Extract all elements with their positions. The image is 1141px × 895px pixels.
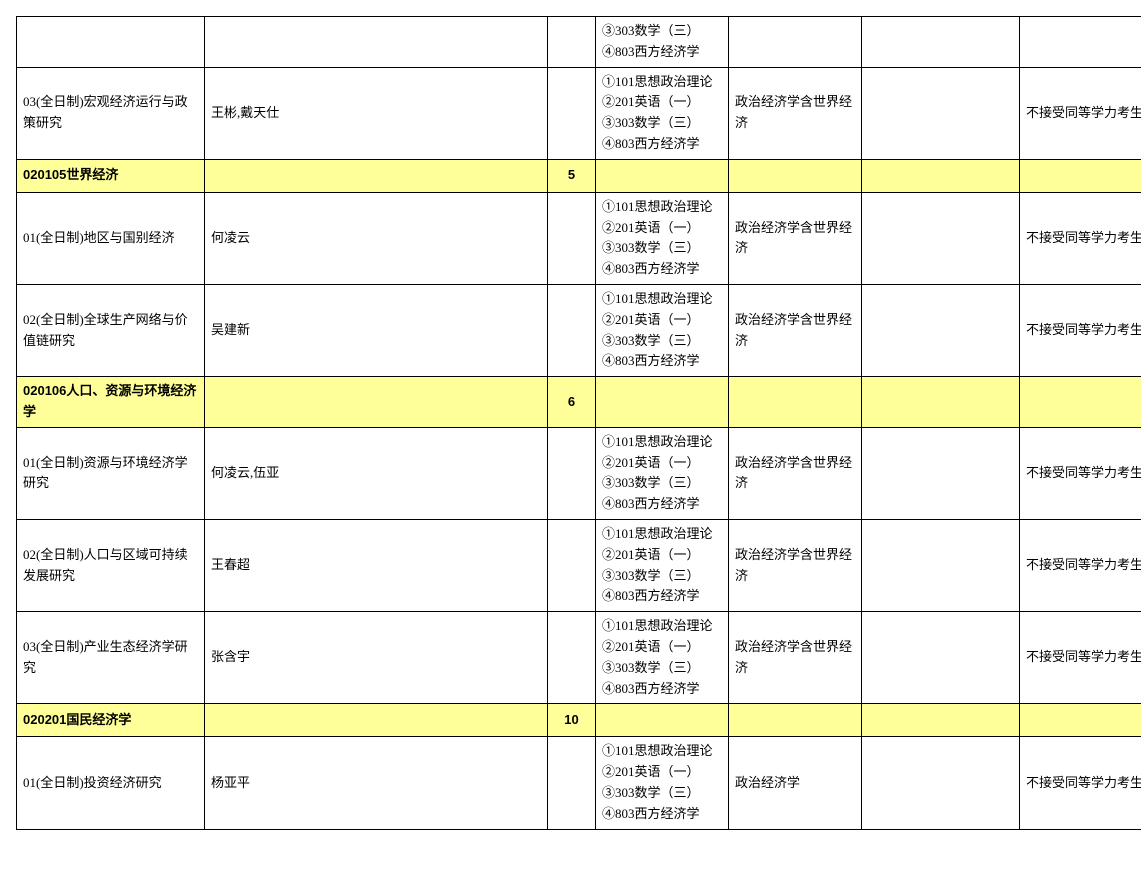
advisor-cell — [205, 159, 548, 192]
direction-cell: 02(全日制)人口与区域可持续发展研究 — [17, 519, 205, 611]
reexam-cell — [729, 159, 862, 192]
table-row: 01(全日制)地区与国别经济何凌云 ①101思想政治理论 ②201英语（一） ③3… — [17, 192, 1141, 284]
exam-subjects-cell — [596, 159, 729, 192]
exam-subjects-cell: ①101思想政治理论 ②201英语（一） ③303数学（三） ④803西方经济学 — [596, 192, 729, 284]
quota-cell — [548, 67, 596, 159]
direction-cell — [17, 17, 205, 68]
remark-cell — [1020, 704, 1141, 737]
advisor-cell: 王彬,戴天仕 — [205, 67, 548, 159]
exam-subjects-cell — [596, 704, 729, 737]
blank-cell — [862, 704, 1020, 737]
reexam-cell: 政治经济学含世界经济 — [729, 519, 862, 611]
table-row: 01(全日制)投资经济研究杨亚平 ①101思想政治理论 ②201英语（一） ③30… — [17, 737, 1141, 829]
reexam-cell: 政治经济学含世界经济 — [729, 67, 862, 159]
section-header-row: 020105世界经济 5 — [17, 159, 1141, 192]
table-row: 03(全日制)宏观经济运行与政策研究王彬,戴天仕 ①101思想政治理论 ②201英… — [17, 67, 1141, 159]
advisor-cell: 张含宇 — [205, 612, 548, 704]
quota-cell — [548, 192, 596, 284]
direction-cell: 03(全日制)宏观经济运行与政策研究 — [17, 67, 205, 159]
exam-subjects-cell: ①101思想政治理论 ②201英语（一） ③303数学（三） ④803西方经济学 — [596, 737, 729, 829]
blank-cell — [862, 284, 1020, 376]
blank-cell — [862, 427, 1020, 519]
quota-cell — [548, 427, 596, 519]
remark-cell — [1020, 377, 1141, 428]
exam-subjects-cell: ①101思想政治理论 ②201英语（一） ③303数学（三） ④803西方经济学 — [596, 427, 729, 519]
quota-cell — [548, 737, 596, 829]
direction-cell: 01(全日制)资源与环境经济学研究 — [17, 427, 205, 519]
table-row: 02(全日制)全球生产网络与价值链研究吴建新 ①101思想政治理论 ②201英语（… — [17, 284, 1141, 376]
blank-cell — [862, 519, 1020, 611]
quota-cell — [548, 612, 596, 704]
reexam-cell: 政治经济学含世界经济 — [729, 427, 862, 519]
blank-cell — [862, 159, 1020, 192]
advisor-cell — [205, 704, 548, 737]
advisor-cell: 何凌云 — [205, 192, 548, 284]
direction-cell: 020201国民经济学 — [17, 704, 205, 737]
advisor-cell: 吴建新 — [205, 284, 548, 376]
blank-cell — [862, 737, 1020, 829]
blank-cell — [862, 17, 1020, 68]
direction-cell: 01(全日制)地区与国别经济 — [17, 192, 205, 284]
remark-cell — [1020, 17, 1141, 68]
advisor-cell: 王春超 — [205, 519, 548, 611]
section-header-row: 020201国民经济学 10 — [17, 704, 1141, 737]
quota-cell — [548, 519, 596, 611]
advisor-cell — [205, 377, 548, 428]
exam-subjects-cell — [596, 377, 729, 428]
remark-cell: 不接受同等学力考生报考 — [1020, 67, 1141, 159]
advisor-cell — [205, 17, 548, 68]
remark-cell — [1020, 159, 1141, 192]
remark-cell: 不接受同等学力考生报考 — [1020, 192, 1141, 284]
advisor-cell: 何凌云,伍亚 — [205, 427, 548, 519]
remark-cell: 不接受同等学力考生报考 — [1020, 612, 1141, 704]
table-row: ③303数学（三） ④803西方经济学 — [17, 17, 1141, 68]
remark-cell: 不接受同等学力考生报考 — [1020, 519, 1141, 611]
table-row: 03(全日制)产业生态经济学研究张含宇 ①101思想政治理论 ②201英语（一） … — [17, 612, 1141, 704]
exam-subjects-cell: ③303数学（三） ④803西方经济学 — [596, 17, 729, 68]
direction-cell: 020105世界经济 — [17, 159, 205, 192]
reexam-cell — [729, 377, 862, 428]
direction-cell: 01(全日制)投资经济研究 — [17, 737, 205, 829]
quota-cell — [548, 284, 596, 376]
reexam-cell — [729, 704, 862, 737]
table-row: 01(全日制)资源与环境经济学研究何凌云,伍亚 ①101思想政治理论 ②201英语… — [17, 427, 1141, 519]
quota-cell: 10 — [548, 704, 596, 737]
exam-subjects-cell: ①101思想政治理论 ②201英语（一） ③303数学（三） ④803西方经济学 — [596, 612, 729, 704]
quota-cell: 6 — [548, 377, 596, 428]
reexam-cell: 政治经济学含世界经济 — [729, 612, 862, 704]
blank-cell — [862, 377, 1020, 428]
reexam-cell — [729, 17, 862, 68]
quota-cell — [548, 17, 596, 68]
program-table: ③303数学（三） ④803西方经济学03(全日制)宏观经济运行与政策研究王彬,… — [16, 16, 1141, 830]
blank-cell — [862, 67, 1020, 159]
exam-subjects-cell: ①101思想政治理论 ②201英语（一） ③303数学（三） ④803西方经济学 — [596, 284, 729, 376]
remark-cell: 不接受同等学力考生报考 — [1020, 737, 1141, 829]
advisor-cell: 杨亚平 — [205, 737, 548, 829]
exam-subjects-cell: ①101思想政治理论 ②201英语（一） ③303数学（三） ④803西方经济学 — [596, 519, 729, 611]
reexam-cell: 政治经济学含世界经济 — [729, 192, 862, 284]
section-header-row: 020106人口、资源与环境经济学 6 — [17, 377, 1141, 428]
reexam-cell: 政治经济学 — [729, 737, 862, 829]
blank-cell — [862, 192, 1020, 284]
blank-cell — [862, 612, 1020, 704]
direction-cell: 03(全日制)产业生态经济学研究 — [17, 612, 205, 704]
reexam-cell: 政治经济学含世界经济 — [729, 284, 862, 376]
exam-subjects-cell: ①101思想政治理论 ②201英语（一） ③303数学（三） ④803西方经济学 — [596, 67, 729, 159]
remark-cell: 不接受同等学力考生报考 — [1020, 284, 1141, 376]
direction-cell: 02(全日制)全球生产网络与价值链研究 — [17, 284, 205, 376]
direction-cell: 020106人口、资源与环境经济学 — [17, 377, 205, 428]
table-row: 02(全日制)人口与区域可持续发展研究王春超 ①101思想政治理论 ②201英语（… — [17, 519, 1141, 611]
remark-cell: 不接受同等学力考生报考 — [1020, 427, 1141, 519]
quota-cell: 5 — [548, 159, 596, 192]
